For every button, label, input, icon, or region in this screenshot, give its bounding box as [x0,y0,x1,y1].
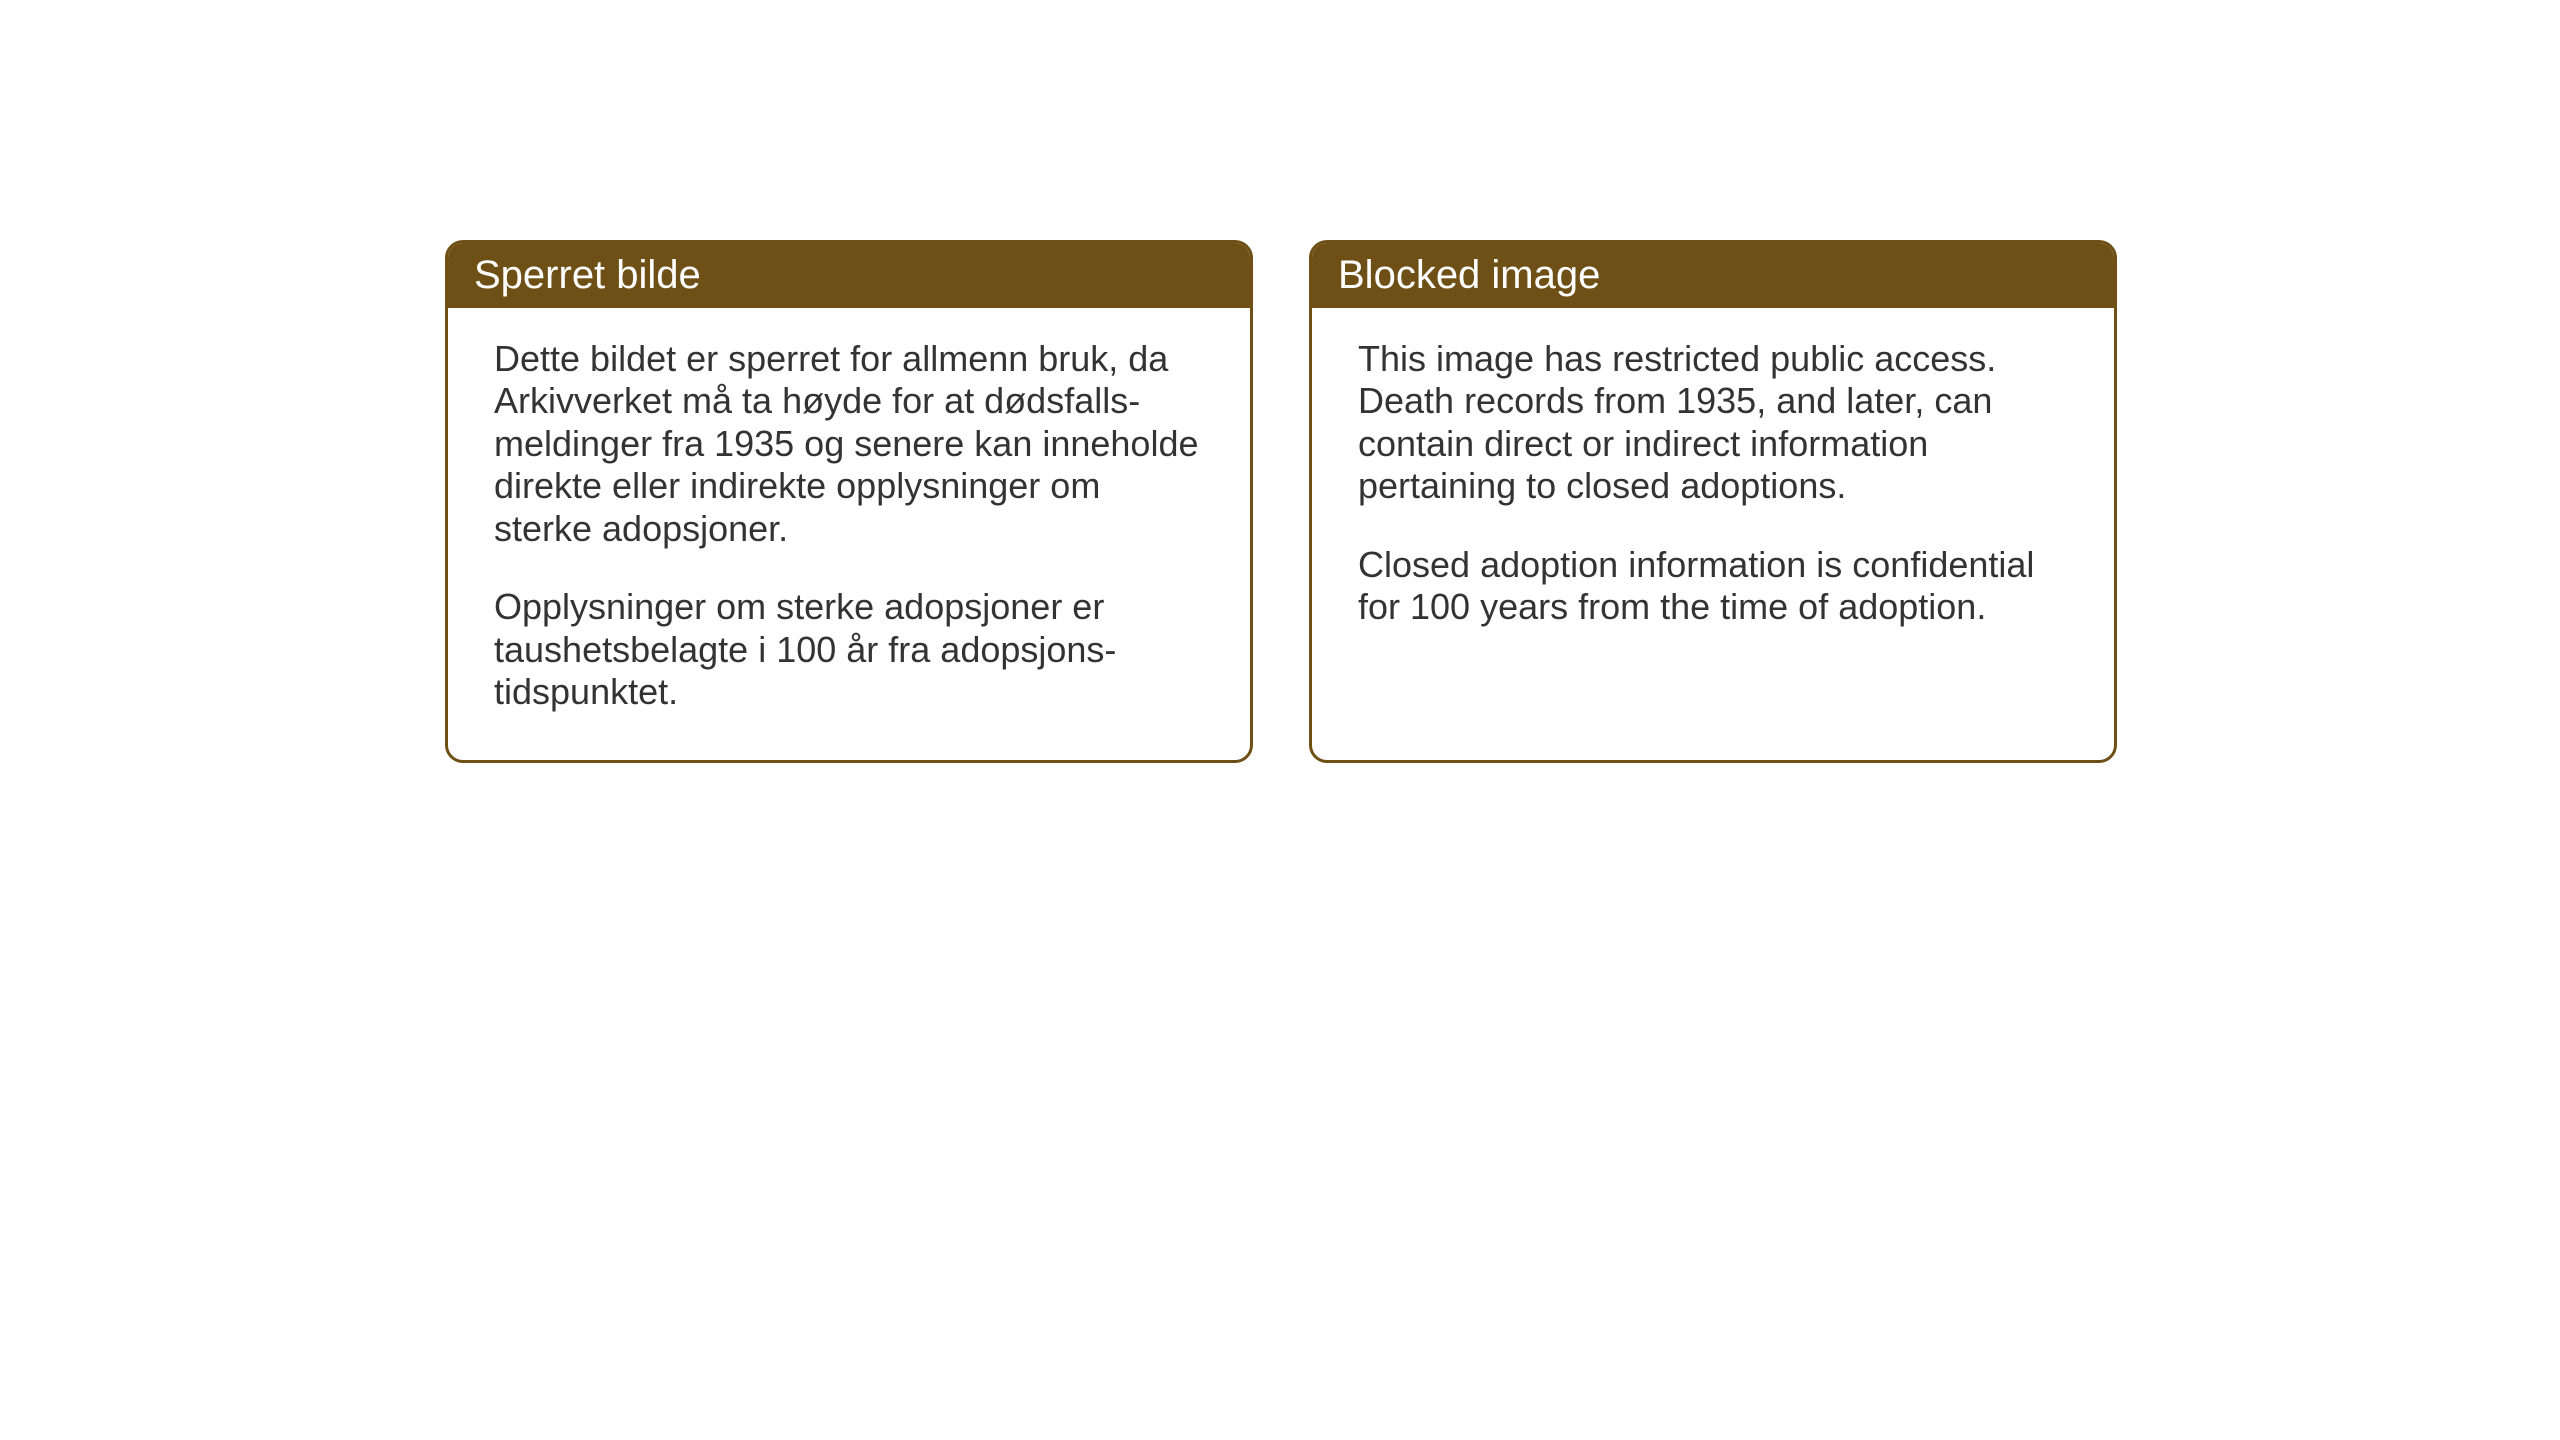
notice-header-english: Blocked image [1312,243,2114,308]
notice-body-english: This image has restricted public access.… [1312,308,2114,675]
notice-body-norwegian: Dette bildet er sperret for allmenn bruk… [448,308,1250,760]
notice-box-norwegian: Sperret bilde Dette bildet er sperret fo… [445,240,1253,763]
notice-paragraph: This image has restricted public access.… [1358,338,2068,508]
notice-container: Sperret bilde Dette bildet er sperret fo… [445,240,2117,763]
notice-paragraph: Closed adoption information is confident… [1358,544,2068,629]
notice-paragraph: Opplysninger om sterke adopsjoner er tau… [494,586,1204,713]
notice-box-english: Blocked image This image has restricted … [1309,240,2117,763]
notice-header-norwegian: Sperret bilde [448,243,1250,308]
notice-paragraph: Dette bildet er sperret for allmenn bruk… [494,338,1204,550]
